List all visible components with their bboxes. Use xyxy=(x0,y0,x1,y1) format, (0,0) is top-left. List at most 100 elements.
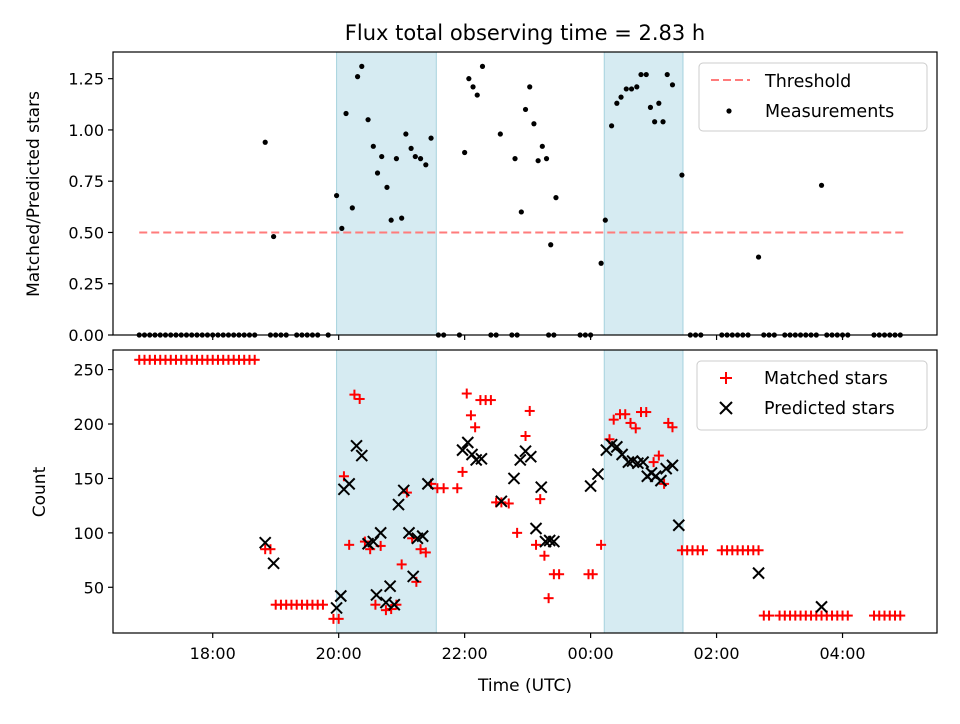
top-legend-box xyxy=(698,62,928,132)
y-tick-label: 250 xyxy=(73,361,104,380)
predicted-star-point xyxy=(524,450,537,463)
y-tick-label: 0.25 xyxy=(68,275,104,294)
legend-matched-swatch xyxy=(720,372,732,384)
legend-measurements-swatch xyxy=(726,108,732,114)
matched-star-point xyxy=(420,547,431,558)
predicted-star-point xyxy=(383,579,397,593)
measurement-point xyxy=(656,100,662,106)
top-y-axis-label: Matched/Predicted stars xyxy=(24,91,44,297)
predicted-star-point xyxy=(421,477,435,491)
measurement-point xyxy=(408,145,414,151)
bottom-observing-windows xyxy=(336,349,684,634)
predicted-star-point xyxy=(388,598,401,611)
matched-star-point xyxy=(457,466,468,477)
measurement-point xyxy=(623,86,629,92)
y-tick-label: 50 xyxy=(84,578,104,597)
measurement-point xyxy=(548,242,554,248)
matched-star-point xyxy=(648,457,659,468)
observing-window-1 xyxy=(336,51,437,336)
x-tick-label: 00:00 xyxy=(568,644,614,663)
matched-star-point xyxy=(539,550,550,561)
predicted-stars-points xyxy=(258,436,828,615)
predicted-star-point xyxy=(543,534,556,547)
predicted-star-point xyxy=(815,600,828,614)
measurement-point xyxy=(374,170,381,176)
predicted-star-point xyxy=(752,566,765,580)
measurement-point xyxy=(818,182,825,188)
measurement-point xyxy=(403,131,409,137)
predicted-star-point xyxy=(654,474,668,487)
matched-star-point xyxy=(895,610,906,621)
y-tick-label: 0.75 xyxy=(68,172,104,191)
measurement-point xyxy=(664,71,670,78)
legend-threshold-label: Threshold xyxy=(764,72,851,92)
matched-stars-points xyxy=(134,354,906,624)
measurement-point xyxy=(466,76,472,82)
predicted-star-point xyxy=(334,589,347,603)
predicted-star-point xyxy=(461,436,474,449)
x-tick-label: 20:00 xyxy=(316,644,362,663)
measurement-point xyxy=(412,153,418,160)
matched-star-point xyxy=(452,483,463,494)
predicted-star-point xyxy=(591,467,605,481)
legend-measurements-label: Measurements xyxy=(765,102,894,122)
predicted-star-point xyxy=(397,484,410,497)
y-tick-label: 1.25 xyxy=(68,70,104,89)
matched-star-point xyxy=(438,483,449,494)
measurement-point xyxy=(343,110,349,117)
measurement-point xyxy=(660,119,666,125)
predicted-star-point xyxy=(535,480,548,494)
bottom-y-axis-label: Count xyxy=(30,466,50,517)
measurement-point xyxy=(512,156,518,162)
top-plot-frame xyxy=(112,51,938,336)
matched-star-point xyxy=(764,610,775,621)
measurement-point xyxy=(333,192,340,199)
matched-star-point xyxy=(543,593,554,604)
measurement-point xyxy=(618,94,624,100)
y-tick-label: 200 xyxy=(73,415,104,434)
predicted-star-point xyxy=(258,536,272,549)
chart-title: Flux total observing time = 2.83 h xyxy=(345,21,705,45)
y-tick-label: 0.50 xyxy=(68,223,104,242)
matched-star-point xyxy=(470,422,481,433)
matched-star-point xyxy=(333,613,344,624)
predicted-star-point xyxy=(355,449,368,462)
measurement-point xyxy=(384,184,390,190)
measurement-point xyxy=(339,225,345,231)
matched-star-point xyxy=(630,423,641,434)
matched-star-point xyxy=(653,450,664,461)
matched-star-point xyxy=(344,539,355,550)
measurement-point xyxy=(628,86,635,92)
matched-star-point xyxy=(842,610,853,621)
observing-window-2 xyxy=(603,349,684,634)
predicted-star-point xyxy=(402,526,416,540)
measurement-point xyxy=(608,123,615,129)
measurement-point xyxy=(543,156,550,162)
matched-star-point xyxy=(396,559,407,570)
measurement-point xyxy=(638,71,644,78)
predicted-star-point xyxy=(529,522,543,535)
bottom-legend-box xyxy=(696,360,928,431)
predicted-star-point xyxy=(610,440,624,454)
top-panel: 0.00 0.25 0.50 0.75 1.00 1.25 Matched/Predict… xyxy=(24,51,938,345)
y-tick-label: 0.00 xyxy=(68,326,104,345)
measurement-point xyxy=(522,106,529,113)
measurement-point xyxy=(479,63,486,69)
predicted-star-point xyxy=(636,455,650,469)
measurement-point xyxy=(643,71,649,78)
measurement-point xyxy=(647,104,654,110)
matched-star-point xyxy=(608,414,619,425)
bottom-legend: Matched stars Predicted stars xyxy=(696,360,928,431)
measurement-point xyxy=(417,156,424,162)
measurement-point xyxy=(679,172,685,178)
measurement-point xyxy=(262,139,268,145)
matched-star-point xyxy=(503,498,514,509)
matched-star-point xyxy=(524,405,535,416)
measurement-point xyxy=(553,195,559,201)
x-axis-label: Time (UTC) xyxy=(477,676,572,696)
top-y-ticks: 0.00 0.25 0.50 0.75 1.00 1.25 xyxy=(68,70,113,345)
predicted-star-point xyxy=(475,452,488,466)
predicted-star-point xyxy=(507,472,521,485)
predicted-star-point xyxy=(416,529,429,543)
